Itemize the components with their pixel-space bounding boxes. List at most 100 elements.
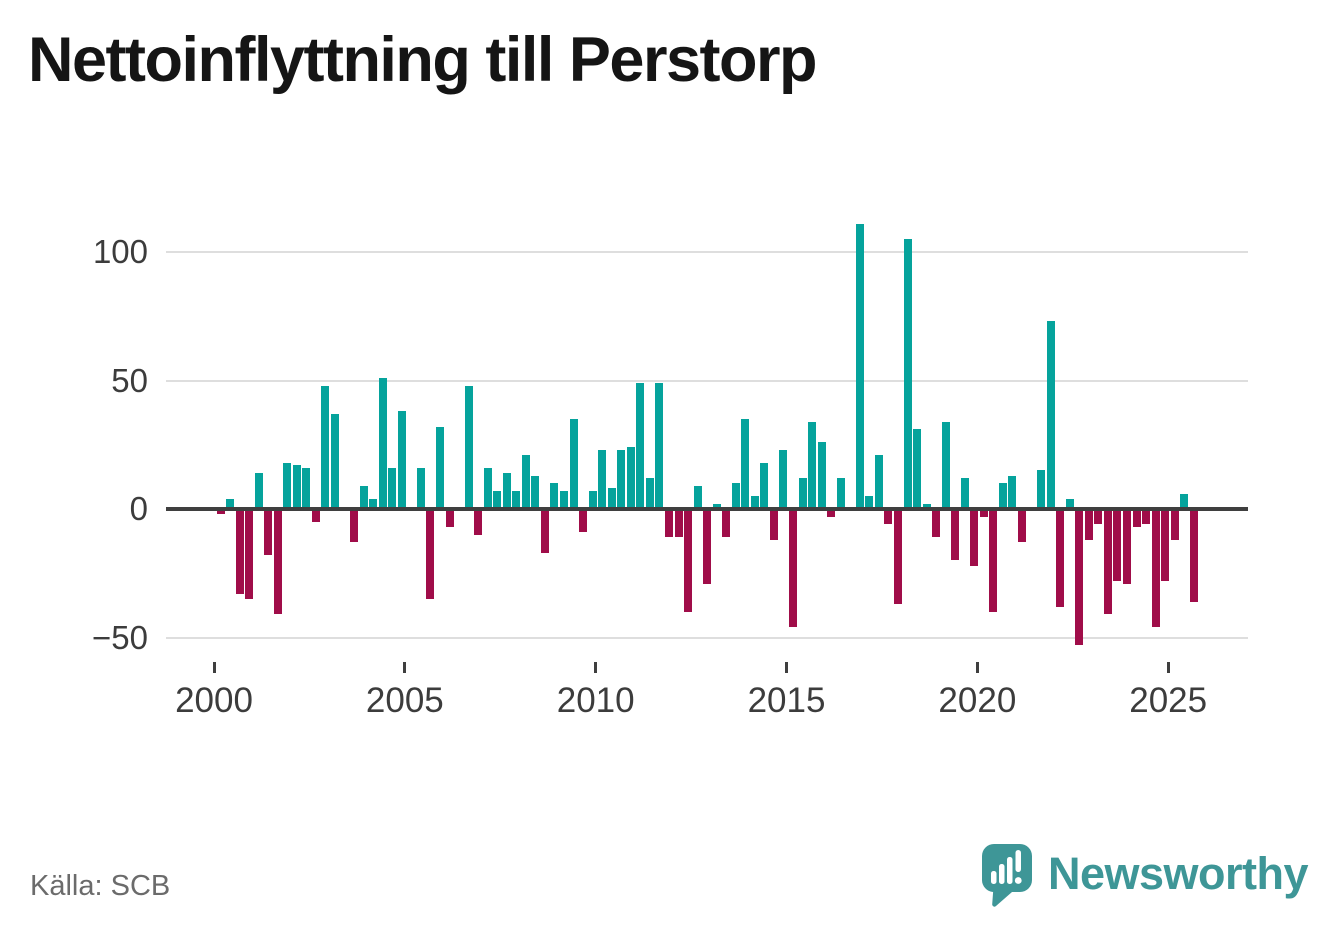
bar [1084, 509, 1093, 540]
bar [865, 496, 874, 509]
bar [903, 239, 912, 509]
bar [579, 509, 588, 533]
bar [769, 509, 778, 540]
bar [273, 509, 282, 615]
newsworthy-speech-bubble-icon [982, 844, 1032, 907]
bar [598, 449, 607, 509]
bar [1075, 509, 1084, 646]
bar [426, 509, 435, 599]
x-axis-tick-label: 2010 [556, 681, 635, 720]
newsworthy-wordmark: Newsworthy [1048, 848, 1309, 899]
bar [1094, 509, 1103, 525]
bar [321, 385, 330, 509]
bar [1151, 509, 1160, 628]
bar [588, 491, 597, 509]
bar [884, 509, 893, 525]
bar [512, 491, 521, 509]
bar [960, 478, 969, 509]
bar [855, 223, 864, 509]
bar [664, 509, 673, 538]
bar [932, 509, 941, 538]
logo-bar-chart-icon [991, 850, 1022, 884]
bar [350, 509, 359, 543]
bar [998, 483, 1007, 509]
gridline [166, 636, 1248, 639]
bar [569, 419, 578, 509]
bar [1065, 498, 1074, 509]
bar [550, 483, 559, 509]
bar [493, 491, 502, 509]
bar [674, 509, 683, 538]
bar [1122, 509, 1131, 584]
x-axis-tick [1166, 662, 1170, 673]
bar [817, 442, 826, 509]
bar [235, 509, 244, 594]
bar [1180, 493, 1189, 509]
bar [369, 498, 378, 509]
y-axis-tick-label: 0 [129, 490, 148, 527]
bar [836, 478, 845, 509]
bar [302, 467, 311, 509]
gridline [166, 379, 1248, 382]
bar [378, 377, 387, 509]
bar [1103, 509, 1112, 615]
bar [560, 491, 568, 509]
bar [827, 509, 836, 517]
bar [808, 421, 817, 509]
gridline [166, 251, 1248, 253]
bar [655, 383, 664, 509]
bar [741, 419, 750, 509]
bar [789, 509, 798, 628]
bar [1170, 509, 1179, 540]
bar [731, 483, 740, 509]
bar [779, 449, 788, 509]
bar [292, 465, 301, 509]
x-axis-tick [212, 662, 216, 673]
bar [636, 383, 645, 509]
bar [464, 385, 473, 509]
bar [913, 429, 922, 509]
bar [531, 475, 540, 509]
bar [483, 467, 492, 509]
bar [703, 509, 712, 584]
bar [626, 447, 635, 509]
bar [750, 496, 759, 509]
bar [1132, 509, 1141, 527]
bar [989, 509, 998, 612]
bar [397, 411, 406, 509]
bar [798, 478, 807, 509]
bar [226, 498, 235, 509]
bar [1189, 509, 1198, 602]
x-axis-tick [975, 662, 979, 673]
bar [416, 467, 425, 509]
newsworthy-logo: Newsworthy [982, 844, 1309, 908]
bar [388, 467, 397, 509]
bar [893, 509, 902, 605]
x-axis-tick [785, 662, 789, 673]
bar [283, 462, 292, 509]
bar [970, 509, 979, 566]
bar [1113, 509, 1122, 581]
bar [502, 473, 511, 509]
bar [922, 503, 931, 509]
bar [1008, 475, 1017, 509]
bar [607, 488, 616, 509]
bar [1056, 509, 1065, 607]
y-axis-tick-label: 50 [111, 361, 148, 399]
bar [540, 509, 549, 553]
bar [1142, 509, 1151, 525]
x-axis-tick-label: 2015 [747, 681, 826, 720]
bar [712, 503, 721, 509]
bar [645, 478, 654, 509]
bar [1046, 321, 1055, 509]
bar [684, 509, 693, 612]
y-axis-tick-label: 100 [92, 233, 148, 270]
bar [245, 509, 254, 599]
bar [693, 485, 702, 509]
bar [979, 509, 988, 517]
source-label: Källa: SCB [30, 870, 171, 902]
bar [1018, 509, 1027, 543]
bar [941, 421, 950, 509]
bar [474, 509, 483, 535]
